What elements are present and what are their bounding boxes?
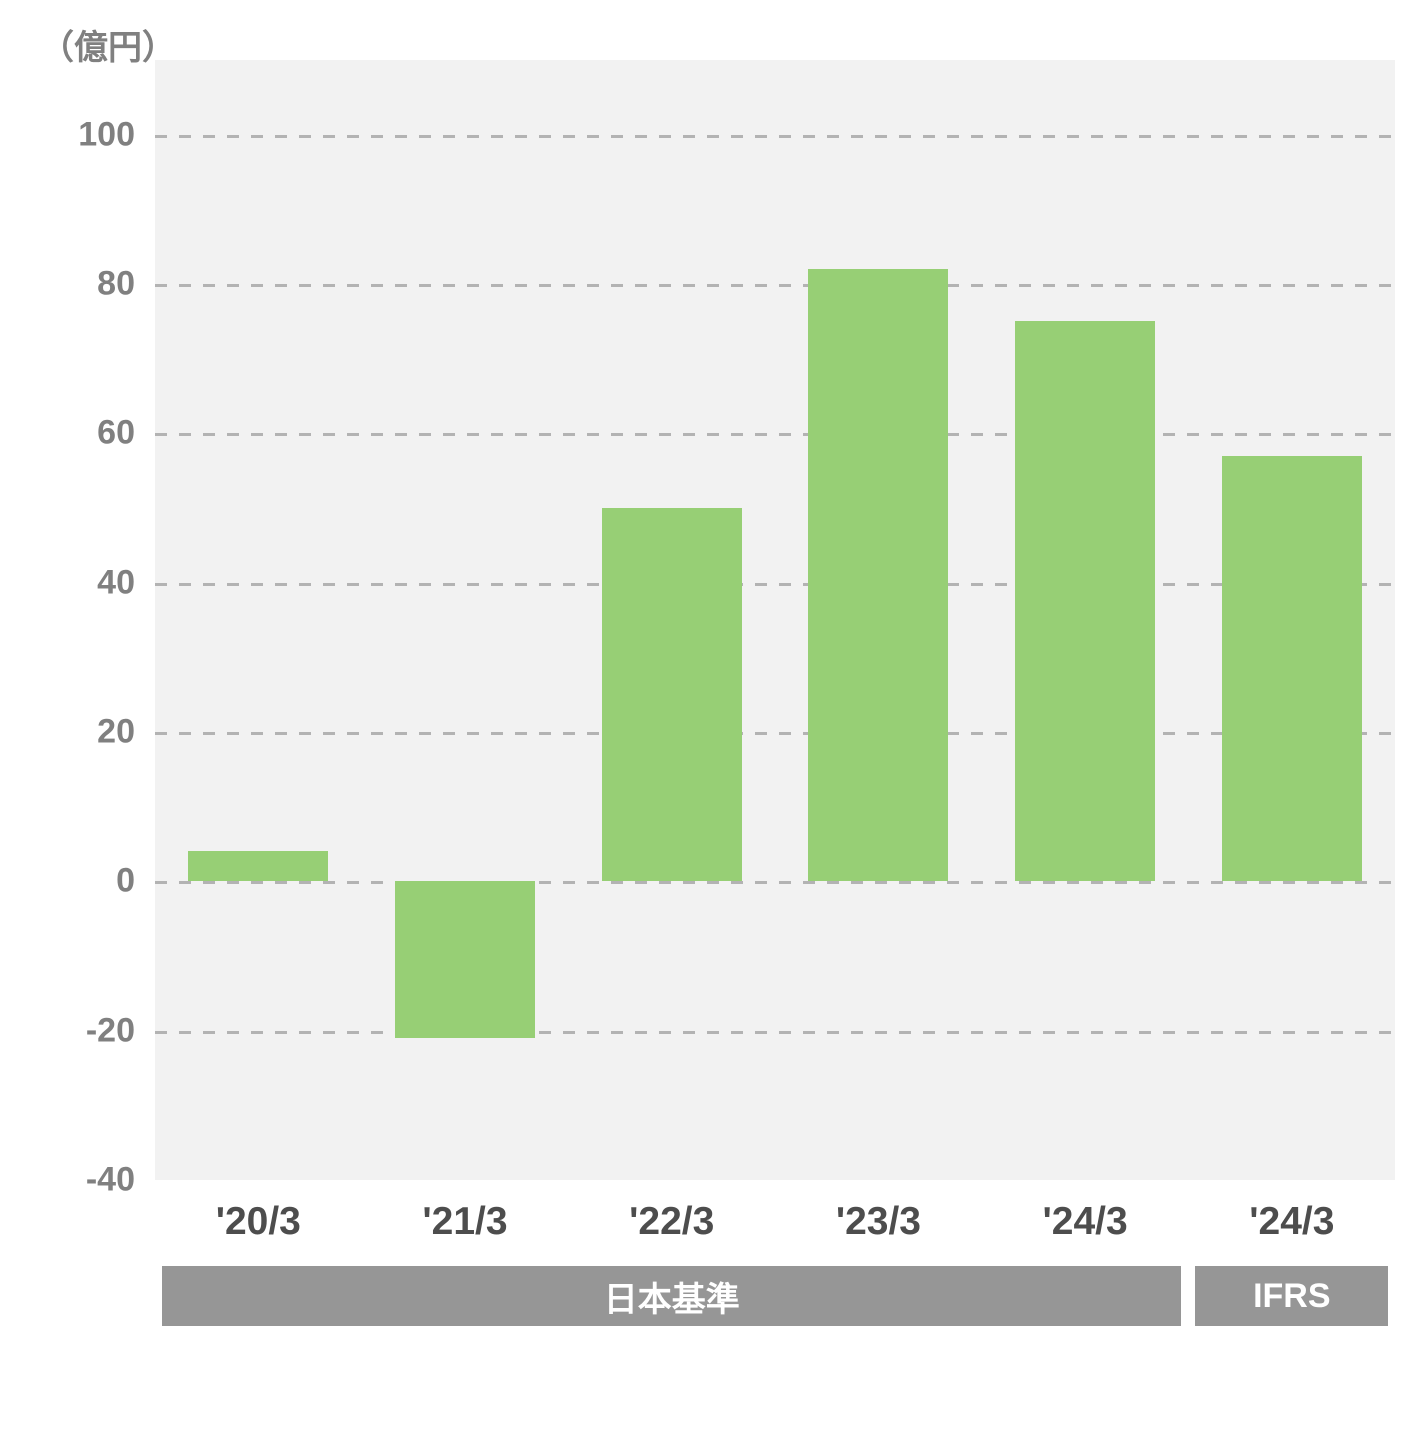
y-tick-label: -40 bbox=[0, 1161, 135, 1200]
y-tick-label: 0 bbox=[0, 862, 135, 901]
gridline bbox=[155, 881, 1395, 884]
bar bbox=[1222, 456, 1362, 882]
gridline bbox=[155, 284, 1395, 287]
x-tick-label: '20/3 bbox=[216, 1200, 301, 1244]
gridline bbox=[155, 135, 1395, 138]
x-tick-label: '24/3 bbox=[1043, 1200, 1128, 1244]
bar bbox=[808, 269, 948, 881]
gridline bbox=[155, 1031, 1395, 1034]
bar bbox=[188, 851, 328, 881]
y-tick-label: 100 bbox=[0, 115, 135, 154]
gridline bbox=[155, 433, 1395, 436]
y-tick-label: 20 bbox=[0, 713, 135, 752]
bar-chart: （億円） -40-20020406080100'20/3'21/3'22/3'2… bbox=[0, 0, 1418, 1432]
bar bbox=[602, 508, 742, 881]
plot-area bbox=[155, 60, 1395, 1180]
y-tick-label: 60 bbox=[0, 414, 135, 453]
x-tick-label: '22/3 bbox=[629, 1200, 714, 1244]
y-tick-label: -20 bbox=[0, 1011, 135, 1050]
x-tick-label: '21/3 bbox=[422, 1200, 507, 1244]
x-tick-label: '24/3 bbox=[1249, 1200, 1334, 1244]
gridline bbox=[155, 732, 1395, 735]
bar bbox=[1015, 321, 1155, 881]
category-group-band: IFRS bbox=[1195, 1266, 1388, 1326]
category-group-band: 日本基準 bbox=[162, 1266, 1182, 1326]
gridline bbox=[155, 583, 1395, 586]
y-tick-label: 80 bbox=[0, 265, 135, 304]
x-tick-label: '23/3 bbox=[836, 1200, 921, 1244]
y-tick-label: 40 bbox=[0, 563, 135, 602]
bar bbox=[395, 881, 535, 1038]
